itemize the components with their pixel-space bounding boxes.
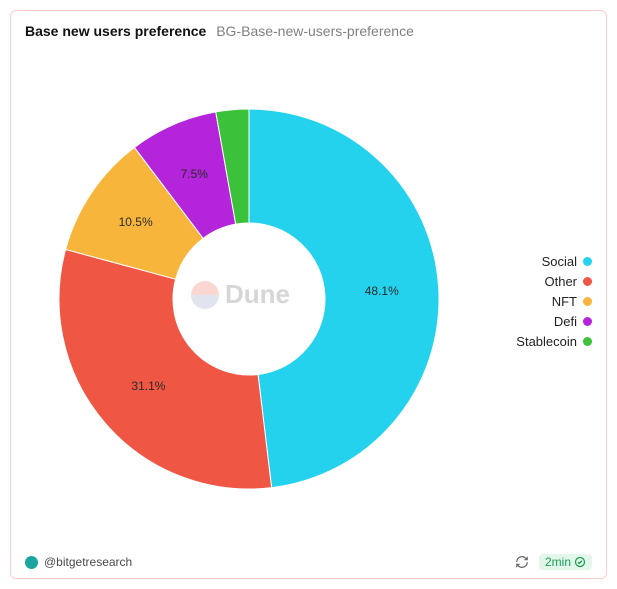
slice-label: 10.5% — [119, 215, 153, 229]
query-age-badge[interactable]: 2min — [539, 554, 592, 570]
legend-item[interactable]: Other — [516, 271, 592, 291]
legend-label: Other — [544, 274, 577, 289]
legend-dot-icon — [583, 257, 592, 266]
author-avatar-icon — [25, 556, 38, 569]
legend-dot-icon — [583, 297, 592, 306]
donut-slice[interactable] — [249, 109, 439, 488]
chart-title: Base new users preference — [25, 23, 206, 39]
legend-dot-icon — [583, 337, 592, 346]
author-handle: @bitgetresearch — [44, 555, 132, 569]
author-link[interactable]: @bitgetresearch — [25, 555, 132, 569]
checkmark-circle-icon — [574, 556, 586, 568]
legend-item[interactable]: NFT — [516, 291, 592, 311]
slice-label: 31.1% — [131, 379, 165, 393]
legend-item[interactable]: Stablecoin — [516, 331, 592, 351]
slice-label: 7.5% — [181, 167, 208, 181]
legend-item[interactable]: Social — [516, 251, 592, 271]
legend-label: NFT — [552, 294, 577, 309]
legend-label: Defi — [554, 314, 577, 329]
chart-subtitle: BG-Base-new-users-preference — [216, 23, 414, 39]
chart-legend: Social Other NFT Defi Stablecoin — [516, 251, 592, 351]
chart-card: Base new users preference BG-Base-new-us… — [10, 10, 607, 579]
donut-chart-svg — [11, 51, 491, 551]
legend-dot-icon — [583, 317, 592, 326]
legend-item[interactable]: Defi — [516, 311, 592, 331]
chart-area: Dune 48.1%31.1%10.5%7.5% SocialOtherNFTD… — [11, 51, 606, 531]
slice-label: 48.1% — [365, 284, 399, 298]
legend-label: Stablecoin — [516, 334, 577, 349]
footer-right: 2min — [515, 554, 592, 570]
chart-header: Base new users preference BG-Base-new-us… — [11, 11, 606, 41]
query-age-text: 2min — [545, 555, 571, 569]
legend-label: Social — [542, 254, 577, 269]
card-footer: @bitgetresearch 2min — [25, 554, 592, 570]
legend-dot-icon — [583, 277, 592, 286]
refresh-icon[interactable] — [515, 555, 529, 569]
donut-slice[interactable] — [59, 249, 272, 489]
